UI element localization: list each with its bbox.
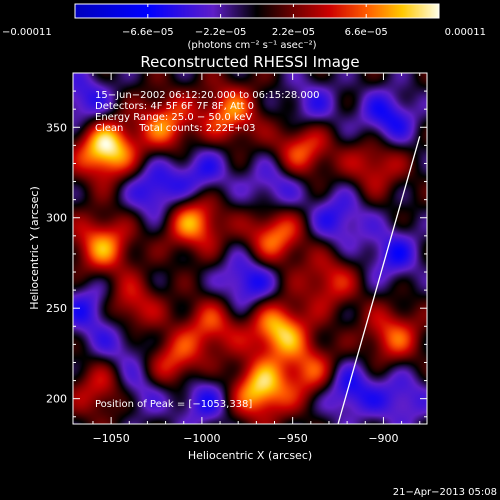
colorbar-tick-label: 2.2e−05 [272,27,315,38]
y-tick-label: 300 [46,212,67,225]
colorbar-tick-label: −6.6e−05 [122,27,174,38]
colorbar-gradient [75,4,439,18]
peak-position-label: Position of Peak = [−1053,338] [95,399,252,410]
x-tick-label: −900 [368,432,398,445]
y-tick-label: 200 [46,393,67,406]
annotation-line: 15−Jun−2002 06:12:20.000 to 06:15:28.000 [95,90,320,101]
colorbar-frame [74,3,440,19]
chart-title: Reconstructed RHESSI Image [140,53,359,71]
annotation-block: 15−Jun−2002 06:12:20.000 to 06:15:28.000… [95,90,320,134]
footer-timestamp: 21−Apr−2013 05:08 [393,487,497,498]
solar-limb-line [337,136,421,424]
y-tick-label: 250 [46,302,67,315]
colorbar-tick-label: −0.00011 [2,27,52,38]
axis-ticks: −1050 −1000 −950 −900 200 250 300 350 [46,73,427,445]
annotation-line: Energy Range: 25.0 − 50.0 keV [95,112,252,123]
annotation-line: Detectors: 4F 5F 6F 7F 8F, Att 0 [95,101,254,112]
heatmap-image [73,73,427,424]
colorbar-tick-label: 6.6e−05 [345,27,388,38]
x-tick-label: −1050 [93,432,130,445]
colorbar-tick-label: 0.00011 [445,27,486,38]
colorbar-ticks: −0.00011 −6.6e−05 −2.2e−05 2.2e−05 6.6e−05 0.… [2,4,486,38]
plot-frame [72,72,428,425]
x-tick-label: −1000 [183,432,220,445]
colorbar-unit-label: (photons cm⁻² s⁻¹ asec⁻²) [187,40,316,51]
annotation-line: Clean Total counts: 2.22E+03 [95,123,255,134]
y-axis-label: Heliocentric Y (arcsec) [28,186,41,310]
x-tick-label: −950 [278,432,308,445]
y-tick-label: 350 [46,121,67,134]
colorbar-tick-label: −2.2e−05 [195,27,247,38]
x-axis-label: Heliocentric X (arcsec) [188,449,312,462]
